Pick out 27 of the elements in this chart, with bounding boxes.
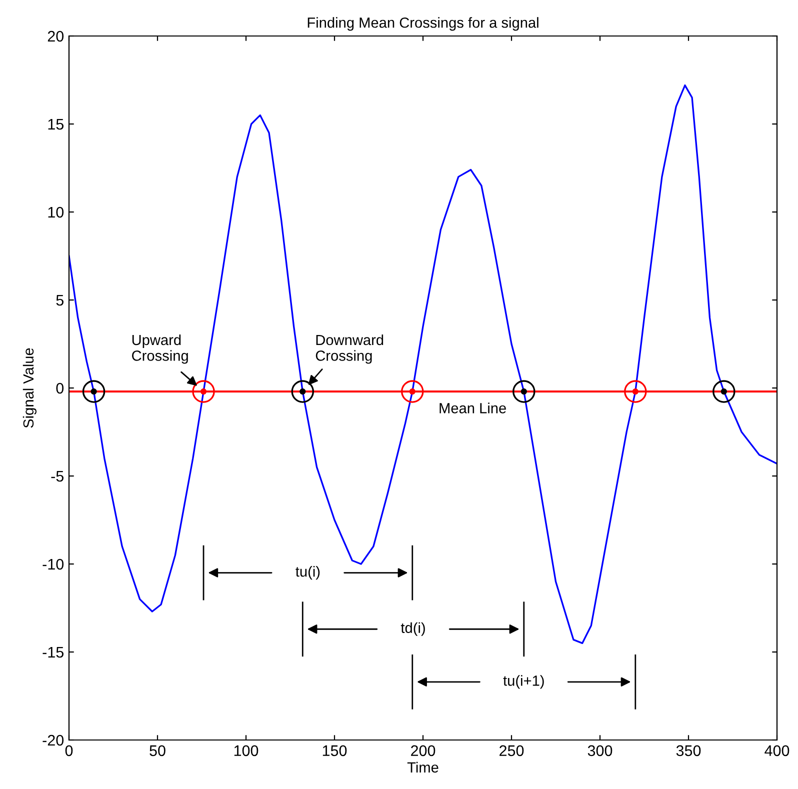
y-tick-label: 5 (56, 295, 64, 306)
x-tick-label: 50 (150, 745, 166, 756)
x-tick-label: 350 (676, 745, 701, 756)
y-tick-label: -20 (42, 734, 64, 746)
x-tick-label: 150 (322, 745, 347, 756)
x-tick-label: 0 (65, 745, 73, 756)
annotation: tu(i) (296, 566, 320, 580)
annotation: td(i) (400, 622, 425, 636)
y-tick-label: 10 (48, 206, 64, 218)
annotation: tu(i+1) (503, 675, 544, 689)
y-axis-title: Signal Value (22, 348, 37, 428)
y-tick-label: -10 (42, 558, 64, 570)
y-tick-label: 0 (56, 382, 64, 394)
x-tick-label: 100 (234, 745, 258, 756)
x-tick-label: 250 (500, 745, 524, 756)
y-tick-label: 20 (48, 30, 64, 42)
y-tick-label: -5 (51, 471, 64, 482)
y-tick-label: -15 (42, 647, 64, 658)
annotation: Upward Crossing (132, 334, 188, 364)
ref-line-label: Mean Line (440, 402, 506, 414)
x-tick-label: 200 (411, 745, 436, 756)
x-tick-label: 400 (764, 745, 790, 756)
y-tick-label: 15 (48, 119, 64, 130)
annotation: Downward Crossing (316, 334, 384, 364)
chart-title: Finding Mean Crossings for a signal (308, 17, 538, 31)
x-tick-label: 300 (588, 745, 612, 756)
x-axis-title: Time (407, 762, 438, 773)
